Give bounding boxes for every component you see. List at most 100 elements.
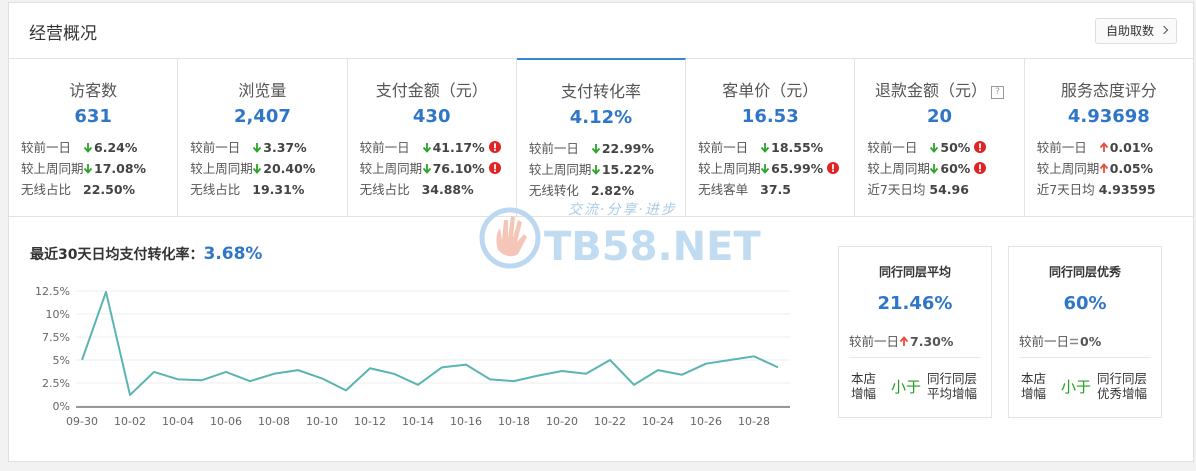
metric-row: 近7天日均 54.96	[867, 179, 969, 198]
row-label: 较前一日	[867, 140, 918, 155]
row-value: 54.96	[929, 182, 969, 197]
metric-row: 无线占比 34.88%	[360, 179, 474, 198]
metric-value: 430	[412, 106, 451, 127]
metric-row: 较前一日 22.99%	[529, 138, 654, 157]
metric-row: 无线占比 22.50%	[21, 179, 135, 198]
metric-label: 浏览量	[178, 77, 346, 101]
metric-tab[interactable]: 支付转化率 4.12% 较前一日 22.99% 较上周同期 15.22% 无线转化 2.82%	[516, 58, 687, 216]
metric-row: 较上周同期 76.10%	[360, 158, 502, 177]
chart-title: 最近30天日均支付转化率：3.68%	[30, 244, 262, 264]
change-label: 较前一日	[849, 334, 900, 349]
row-label: 较前一日	[1036, 140, 1087, 155]
metric-row: 无线占比 19.31%	[190, 179, 304, 198]
card-title: 同行同层平均	[878, 265, 951, 279]
metric-row: 较上周同期 20.40%	[190, 158, 315, 177]
row-value: 15.22%	[601, 162, 654, 177]
metric-label: 服务态度评分	[1025, 77, 1193, 101]
x-tick-label: 10-22	[594, 415, 626, 428]
x-tick-label: 10-06	[210, 415, 242, 428]
card-separator	[849, 357, 981, 358]
metric-label-text: 支付转化率	[560, 82, 641, 101]
chart: 0% 2.5% 5% 7.5% 10% 12.5% 09-30 10-02 10-04 10-06…	[35, 285, 790, 428]
trend-icon	[83, 164, 93, 174]
change-value: 0%	[1080, 334, 1102, 349]
row-value: 20.40%	[263, 161, 316, 176]
row-label: 较上周同期	[867, 161, 930, 176]
metric-row: 较上周同期 15.22%	[529, 159, 654, 178]
trend-icon	[899, 336, 909, 346]
row-value: 34.88%	[421, 182, 474, 197]
metric-value: 4.93698	[1067, 106, 1150, 127]
y-tick-label: 7.5%	[42, 331, 70, 344]
metric-label-text: 访客数	[69, 81, 118, 100]
metric-value: 2,407	[233, 106, 291, 127]
row-value: 37.5	[760, 182, 791, 197]
trend-icon	[760, 164, 770, 174]
metric-tab[interactable]: 服务态度评分 4.93698 较前一日 0.01% 较上周同期 0.05% 近7天日均 4.9…	[1024, 59, 1193, 216]
change-value: 7.30%	[910, 334, 954, 349]
y-tick-label: 5%	[53, 354, 70, 367]
row-value: 22.99%	[601, 141, 654, 156]
card-left: 本店增幅	[1021, 371, 1047, 401]
row-label: 较上周同期	[190, 161, 253, 176]
trend-icon	[1099, 163, 1108, 173]
x-tick-label: 10-24	[642, 415, 674, 428]
trend-icon	[591, 144, 601, 154]
row-value: 22.50%	[83, 182, 136, 197]
row-label: 较前一日	[528, 141, 579, 156]
metric-row: 较前一日 3.37%	[190, 137, 306, 156]
row-label: 较前一日	[359, 140, 410, 155]
row-value: 76.10%	[432, 161, 485, 176]
x-tick-label: 10-26	[690, 415, 722, 428]
row-label: 无线占比	[359, 182, 410, 197]
alert-icon	[974, 162, 987, 174]
card-left: 本店增幅	[851, 371, 877, 401]
row-label: 较上周同期	[528, 162, 592, 177]
export-button[interactable]: 自助取数	[1094, 18, 1177, 44]
metric-label-text: 服务态度评分	[1060, 81, 1157, 100]
row-value: 4.93595	[1098, 182, 1156, 197]
row-label: 较前一日	[21, 140, 72, 155]
metric-row: 较前一日 41.17%	[360, 137, 502, 156]
trend-icon	[1070, 338, 1079, 345]
metric-tab[interactable]: 支付金额（元） 430 较前一日 41.17% 较上周同期 76.10% 无线占比 34.88…	[347, 59, 517, 216]
trend-icon	[760, 143, 770, 153]
y-tick-label: 12.5%	[35, 285, 70, 298]
row-value: 50%	[940, 140, 971, 155]
metric-tab[interactable]: 访客数 631 较前一日 6.24% 较上周同期 17.08% 无线占比 22.50%	[9, 59, 179, 216]
row-label: 无线占比	[190, 182, 241, 197]
row-label: 无线客单	[698, 182, 749, 197]
trend-icon	[422, 164, 431, 174]
metric-row: 无线转化 2.82%	[529, 180, 634, 199]
metric-row: 较上周同期 17.08%	[21, 158, 146, 177]
trend-icon	[1099, 142, 1108, 152]
card-right: 同行同层平均增幅	[927, 371, 978, 401]
metric-row: 较上周同期 65.99%	[698, 158, 840, 177]
x-tick-label: 10-04	[162, 415, 194, 428]
x-tick-label: 10-14	[402, 415, 434, 428]
row-value: 19.31%	[252, 182, 305, 197]
metric-label: 退款金额（元）?	[855, 77, 1023, 101]
panel: 经营概况 自助取数 访客数 631 较前一日 6.24% 较上周同期 17.08% 无线占比…	[8, 2, 1194, 462]
metric-row: 较前一日 50%	[867, 137, 987, 156]
row-label: 较前一日	[190, 140, 241, 155]
row-label: 近7天日均	[867, 182, 926, 197]
watermark-logo	[479, 207, 541, 269]
y-tick-label: 0%	[53, 400, 70, 413]
y-tick-label: 2.5%	[42, 377, 70, 390]
row-label: 较上周同期	[21, 161, 84, 176]
metric-tab[interactable]: 客单价（元） 16.53 较前一日 18.55% 较上周同期 65.99% 无线客单 37.5	[686, 59, 856, 216]
trend-icon	[83, 143, 93, 153]
card-value: 21.46%	[877, 293, 953, 314]
row-value: 3.37%	[263, 140, 307, 155]
metric-tab[interactable]: 退款金额（元）? 20 较前一日 50% 较上周同期 60% 近7天日均 54.96	[855, 59, 1025, 216]
metric-row: 较上周同期 60%	[867, 158, 987, 177]
trend-icon	[930, 164, 939, 174]
metric-tab[interactable]: 浏览量 2,407 较前一日 3.37% 较上周同期 20.40% 无线占比 19.31%	[178, 59, 348, 216]
row-value: 6.24%	[94, 140, 138, 155]
card-compare: 小于	[1061, 378, 1092, 396]
row-value: 17.08%	[94, 161, 147, 176]
page-title: 经营概况	[29, 24, 97, 44]
row-value: 60%	[940, 161, 971, 176]
